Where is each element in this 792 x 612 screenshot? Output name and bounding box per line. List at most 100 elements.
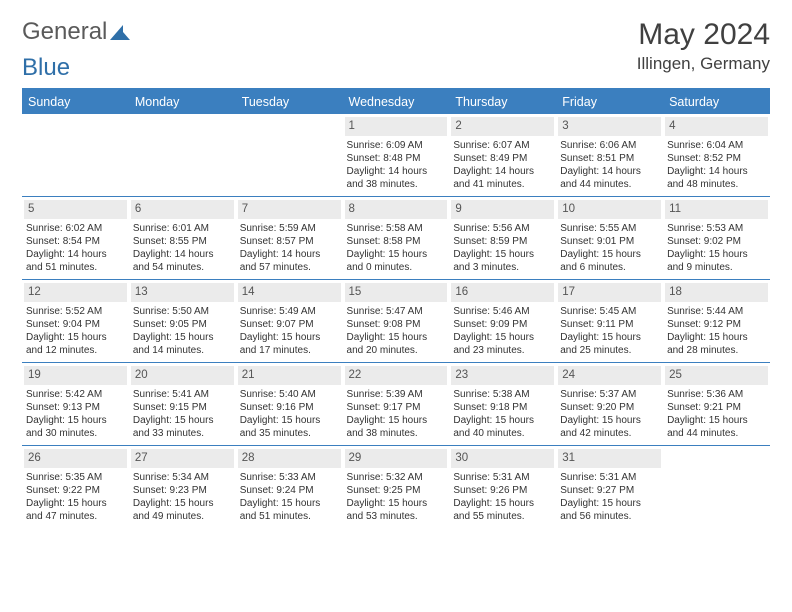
calendar-day-cell: 26Sunrise: 5:35 AMSunset: 9:22 PMDayligh… — [22, 445, 129, 527]
day-info-line: and 54 minutes. — [133, 261, 232, 274]
calendar-day-cell: 3Sunrise: 6:06 AMSunset: 8:51 PMDaylight… — [556, 114, 663, 196]
calendar-day-cell: 24Sunrise: 5:37 AMSunset: 9:20 PMDayligh… — [556, 362, 663, 445]
day-number: 1 — [345, 117, 448, 136]
calendar-day-cell: 1Sunrise: 6:09 AMSunset: 8:48 PMDaylight… — [343, 114, 450, 196]
day-number: 27 — [131, 449, 234, 468]
calendar-day-cell: 30Sunrise: 5:31 AMSunset: 9:26 PMDayligh… — [449, 445, 556, 527]
day-info-line: Sunset: 9:08 PM — [347, 318, 446, 331]
day-info-line: and 23 minutes. — [453, 344, 552, 357]
day-info-line: Sunrise: 5:36 AM — [667, 388, 766, 401]
day-header: Friday — [556, 90, 663, 114]
day-number: 23 — [451, 366, 554, 385]
day-info-line: Daylight: 15 hours — [26, 497, 125, 510]
day-number: 9 — [451, 200, 554, 219]
day-info-line: and 0 minutes. — [347, 261, 446, 274]
day-info-line: Sunrise: 6:06 AM — [560, 139, 659, 152]
day-info-line: Daylight: 15 hours — [347, 331, 446, 344]
day-info-line: Sunset: 9:13 PM — [26, 401, 125, 414]
day-info-line: Sunrise: 6:04 AM — [667, 139, 766, 152]
day-info-line: Daylight: 15 hours — [560, 331, 659, 344]
day-info-line: Daylight: 15 hours — [240, 331, 339, 344]
day-info-line: Sunrise: 5:42 AM — [26, 388, 125, 401]
day-number: 3 — [558, 117, 661, 136]
day-info-line: Daylight: 15 hours — [560, 497, 659, 510]
day-info-line: and 51 minutes. — [26, 261, 125, 274]
day-info-line: Sunset: 8:58 PM — [347, 235, 446, 248]
day-info-line: and 9 minutes. — [667, 261, 766, 274]
day-info-line: Sunrise: 6:09 AM — [347, 139, 446, 152]
day-info-line: Sunset: 9:02 PM — [667, 235, 766, 248]
day-info-line: Sunset: 9:01 PM — [560, 235, 659, 248]
day-info-line: Daylight: 15 hours — [667, 248, 766, 261]
day-number: 25 — [665, 366, 768, 385]
calendar-day-cell: 29Sunrise: 5:32 AMSunset: 9:25 PMDayligh… — [343, 445, 450, 527]
calendar-day-cell: 2Sunrise: 6:07 AMSunset: 8:49 PMDaylight… — [449, 114, 556, 196]
day-info-line: and 17 minutes. — [240, 344, 339, 357]
day-info-line: and 44 minutes. — [560, 178, 659, 191]
day-info-line: Sunset: 8:59 PM — [453, 235, 552, 248]
calendar-day-cell: 17Sunrise: 5:45 AMSunset: 9:11 PMDayligh… — [556, 279, 663, 362]
day-info-line: Sunset: 9:12 PM — [667, 318, 766, 331]
calendar-day-cell: 4Sunrise: 6:04 AMSunset: 8:52 PMDaylight… — [663, 114, 770, 196]
calendar-day-cell: . — [236, 114, 343, 196]
day-info-line: Daylight: 15 hours — [667, 414, 766, 427]
day-number: 10 — [558, 200, 661, 219]
day-info-line: Sunset: 9:25 PM — [347, 484, 446, 497]
day-info-line: and 12 minutes. — [26, 344, 125, 357]
calendar-day-cell: 20Sunrise: 5:41 AMSunset: 9:15 PMDayligh… — [129, 362, 236, 445]
day-info-line: and 38 minutes. — [347, 178, 446, 191]
day-info-line: Daylight: 15 hours — [453, 497, 552, 510]
day-info-line: Sunset: 9:22 PM — [26, 484, 125, 497]
logo-triangle-icon — [109, 23, 131, 41]
day-info-line: Sunrise: 5:39 AM — [347, 388, 446, 401]
day-header: Saturday — [663, 90, 770, 114]
day-info-line: Sunrise: 5:38 AM — [453, 388, 552, 401]
calendar-day-cell: 11Sunrise: 5:53 AMSunset: 9:02 PMDayligh… — [663, 196, 770, 279]
day-info-line: Sunrise: 5:35 AM — [26, 471, 125, 484]
day-info-line: Sunrise: 5:44 AM — [667, 305, 766, 318]
calendar-day-cell: 10Sunrise: 5:55 AMSunset: 9:01 PMDayligh… — [556, 196, 663, 279]
day-info-line: Sunrise: 5:52 AM — [26, 305, 125, 318]
day-info-line: Sunset: 9:09 PM — [453, 318, 552, 331]
calendar-day-cell: 15Sunrise: 5:47 AMSunset: 9:08 PMDayligh… — [343, 279, 450, 362]
calendar-day-cell: . — [22, 114, 129, 196]
calendar-day-cell: 9Sunrise: 5:56 AMSunset: 8:59 PMDaylight… — [449, 196, 556, 279]
calendar-day-cell: 31Sunrise: 5:31 AMSunset: 9:27 PMDayligh… — [556, 445, 663, 527]
day-info-line: Sunrise: 5:40 AM — [240, 388, 339, 401]
day-info-line: Sunset: 9:24 PM — [240, 484, 339, 497]
calendar-week-row: 5Sunrise: 6:02 AMSunset: 8:54 PMDaylight… — [22, 196, 770, 279]
day-info-line: Daylight: 15 hours — [560, 414, 659, 427]
day-info-line: Sunrise: 5:45 AM — [560, 305, 659, 318]
day-info-line: Sunrise: 5:56 AM — [453, 222, 552, 235]
calendar-week-row: ...1Sunrise: 6:09 AMSunset: 8:48 PMDayli… — [22, 114, 770, 196]
calendar-week-row: 26Sunrise: 5:35 AMSunset: 9:22 PMDayligh… — [22, 445, 770, 527]
day-info-line: and 14 minutes. — [133, 344, 232, 357]
title-block: May 2024 Illingen, Germany — [637, 18, 770, 74]
day-info-line: Daylight: 14 hours — [347, 165, 446, 178]
day-info-line: Sunrise: 6:02 AM — [26, 222, 125, 235]
day-number: 28 — [238, 449, 341, 468]
day-number: 7 — [238, 200, 341, 219]
day-info-line: Sunrise: 5:55 AM — [560, 222, 659, 235]
calendar-day-cell: 23Sunrise: 5:38 AMSunset: 9:18 PMDayligh… — [449, 362, 556, 445]
day-info-line: Daylight: 15 hours — [26, 331, 125, 344]
day-info-line: Sunrise: 5:47 AM — [347, 305, 446, 318]
day-info-line: Sunset: 8:54 PM — [26, 235, 125, 248]
day-info-line: and 28 minutes. — [667, 344, 766, 357]
day-info-line: Sunrise: 5:50 AM — [133, 305, 232, 318]
day-info-line: Sunset: 8:49 PM — [453, 152, 552, 165]
day-info-line: Sunrise: 5:49 AM — [240, 305, 339, 318]
calendar-day-cell: 18Sunrise: 5:44 AMSunset: 9:12 PMDayligh… — [663, 279, 770, 362]
calendar-day-cell: . — [663, 445, 770, 527]
day-number: 13 — [131, 283, 234, 302]
day-number: 8 — [345, 200, 448, 219]
day-info-line: Sunset: 9:17 PM — [347, 401, 446, 414]
day-number: 11 — [665, 200, 768, 219]
day-info-line: Sunset: 9:27 PM — [560, 484, 659, 497]
day-number: 12 — [24, 283, 127, 302]
calendar-day-cell: 5Sunrise: 6:02 AMSunset: 8:54 PMDaylight… — [22, 196, 129, 279]
day-info-line: Sunset: 9:05 PM — [133, 318, 232, 331]
calendar-day-cell: . — [129, 114, 236, 196]
day-info-line: Daylight: 14 hours — [560, 165, 659, 178]
day-info-line: and 33 minutes. — [133, 427, 232, 440]
